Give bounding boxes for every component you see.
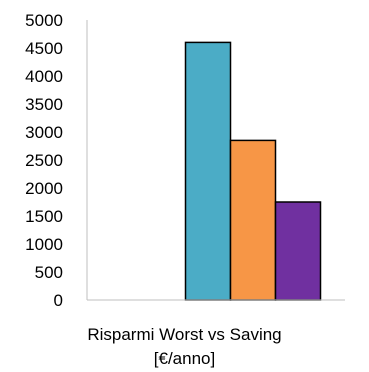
y-tick-label-0: 0 bbox=[54, 291, 63, 310]
bar-series-3 bbox=[274, 201, 322, 301]
y-tick-label-1000: 1000 bbox=[25, 235, 63, 254]
y-tick-label-2000: 2000 bbox=[25, 179, 63, 198]
y-axis-tick-labels: 0 500 1000 1500 2000 2500 3000 3500 4000 4500 5000 bbox=[25, 11, 63, 310]
bar-series-2 bbox=[229, 139, 277, 301]
y-tick-label-3500: 3500 bbox=[25, 95, 63, 114]
y-tick-label-500: 500 bbox=[35, 263, 63, 282]
y-tick-label-5000: 5000 bbox=[25, 11, 63, 30]
x-axis-category-label-line1: Risparmi Worst vs Saving bbox=[87, 325, 282, 344]
y-tick-label-1500: 1500 bbox=[25, 207, 63, 226]
y-tick-label-4500: 4500 bbox=[25, 39, 63, 58]
y-tick-label-3000: 3000 bbox=[25, 123, 63, 142]
bar-series-1 bbox=[184, 41, 232, 301]
y-tick-label-2500: 2500 bbox=[25, 151, 63, 170]
y-tick-label-4000: 4000 bbox=[25, 67, 63, 86]
x-axis-category-label-line2: [€/anno] bbox=[153, 349, 216, 368]
bars-group bbox=[184, 41, 322, 301]
